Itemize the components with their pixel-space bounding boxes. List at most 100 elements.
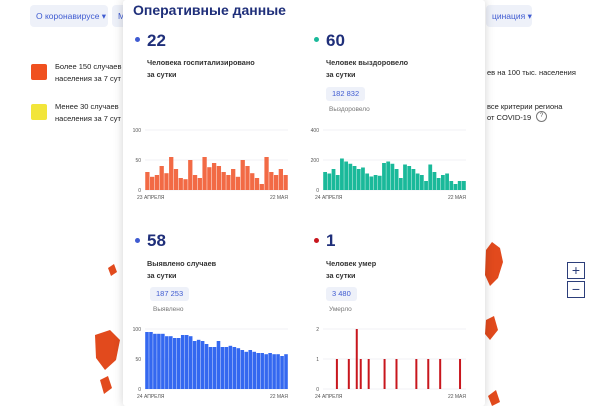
legend-low-swatch [31, 104, 47, 120]
recovered-count: 60 [326, 31, 345, 50]
cases-total-badge: 187 253 [150, 287, 190, 301]
deaths-total-badge: 3 480 [326, 287, 357, 301]
chart-bar [256, 353, 260, 389]
panel-title: Оперативные данные [133, 2, 286, 18]
hospitalized-label-line2: за сутки [147, 70, 177, 79]
chart-bar [211, 163, 217, 190]
deaths-count: 1 [326, 231, 336, 250]
hospitalized-chart: 100 50 023 АПРЕЛЯ 22 МАЯ [133, 128, 289, 201]
chart-bar [283, 175, 288, 190]
chart-bar [449, 181, 454, 190]
chart-bar [254, 178, 260, 190]
chart-bar [415, 173, 420, 190]
chart-bar [395, 359, 398, 389]
chart-bar [240, 160, 245, 190]
map-region-east [485, 242, 503, 286]
hospitalized-label: Человека госпитализировано за сутки [147, 57, 255, 81]
chart-bar [436, 178, 441, 190]
x-start-label: 24 АПРЕЛЯ [315, 394, 343, 400]
chart-bar [403, 164, 407, 190]
chart-bar [386, 161, 391, 190]
zoom-out-button[interactable]: − [567, 281, 585, 298]
chart-bar [407, 166, 412, 190]
legend-low-line2: населения за 7 сут [55, 114, 121, 123]
x-start-label: 24 АПРЕЛЯ [315, 195, 343, 201]
chart-bar [348, 163, 353, 190]
chart-bar [216, 166, 222, 190]
chart-bar [327, 173, 332, 190]
chart-bar [424, 181, 428, 190]
map-region-west-small [108, 264, 117, 276]
legend-low-line1: Менее 30 случаев [55, 102, 119, 111]
about-coronavirus-button[interactable]: О коронавирусе ▾ [30, 5, 108, 27]
chart-bar [183, 179, 188, 190]
y-tick-label: 400 [311, 128, 320, 134]
cases-chart: 100 50 024 АПРЕЛЯ 22 МАЯ [133, 327, 289, 400]
chart-bar [188, 160, 193, 190]
chart-bar [276, 354, 280, 389]
chart-bar [252, 351, 257, 389]
x-end-label: 22 МАЯ [448, 394, 466, 400]
chart-bar [145, 332, 149, 389]
chart-bar [335, 359, 338, 389]
chart-bar [248, 350, 253, 389]
x-end-label: 22 МАЯ [270, 394, 288, 400]
chart-bar [200, 341, 205, 389]
cases-dot-icon [135, 238, 140, 243]
chart-bar [264, 157, 269, 190]
legend-high-line1: Более 150 случаев [55, 62, 122, 71]
chart-bar [359, 359, 362, 389]
cases-label: Выявлено случаев за сутки [147, 258, 216, 282]
zoom-in-button[interactable]: + [567, 262, 585, 279]
chart-bar [226, 175, 231, 190]
y-tick-label: 0 [138, 387, 141, 393]
chart-bar [415, 359, 418, 389]
chart-bar [188, 336, 193, 389]
deaths-total-label: Умерло [329, 306, 352, 313]
chart-bar [204, 344, 209, 389]
y-tick-label: 100 [133, 128, 142, 134]
hospitalized-dot-icon [135, 37, 140, 42]
chart-bar [356, 169, 361, 190]
chart-bar [440, 175, 445, 190]
right-criteria-text-2: все критерии региона [487, 102, 563, 111]
chart-bar [157, 333, 161, 389]
recovered-label-line2: за сутки [326, 70, 356, 79]
chart-bar [173, 338, 177, 389]
map-region-southeast [485, 316, 498, 340]
deaths-chart: 2 1 024 АПРЕЛЯ 22 МАЯ [315, 327, 466, 400]
chart-bar [445, 173, 449, 190]
vaccination-button[interactable]: цинация ▾ [486, 5, 532, 27]
y-tick-label: 50 [135, 357, 141, 363]
chart-bar [145, 172, 150, 190]
chart-bar [245, 166, 250, 190]
chart-bar [232, 347, 237, 389]
chart-bar [224, 347, 229, 389]
chart-bar [272, 354, 276, 389]
chart-bar [250, 173, 255, 190]
chart-bar [173, 169, 179, 190]
right-criteria-text-1: ев на 100 тыс. населения [487, 68, 576, 77]
chart-bar [459, 359, 462, 389]
chart-bar [347, 359, 350, 389]
chart-bar [231, 169, 236, 190]
chart-bar [153, 333, 157, 389]
chart-bar [439, 359, 442, 389]
help-icon[interactable]: ? [536, 111, 547, 122]
chart-bar [335, 175, 340, 190]
chart-bar [365, 173, 370, 190]
chart-bar [220, 347, 225, 389]
chart-bar [428, 164, 433, 190]
chart-bar [184, 335, 189, 389]
legend-high-line2: населения за 7 сут [55, 74, 121, 83]
chart-bar [176, 338, 181, 389]
deaths-label: Человек умер за сутки [326, 258, 376, 282]
chart-bar [382, 163, 386, 190]
chart-bar [207, 167, 212, 190]
y-tick-label: 2 [316, 327, 319, 333]
chart-bar [411, 169, 416, 190]
chart-bar [235, 176, 241, 190]
map-region-southwest [100, 376, 112, 394]
chart-bar [340, 158, 344, 190]
